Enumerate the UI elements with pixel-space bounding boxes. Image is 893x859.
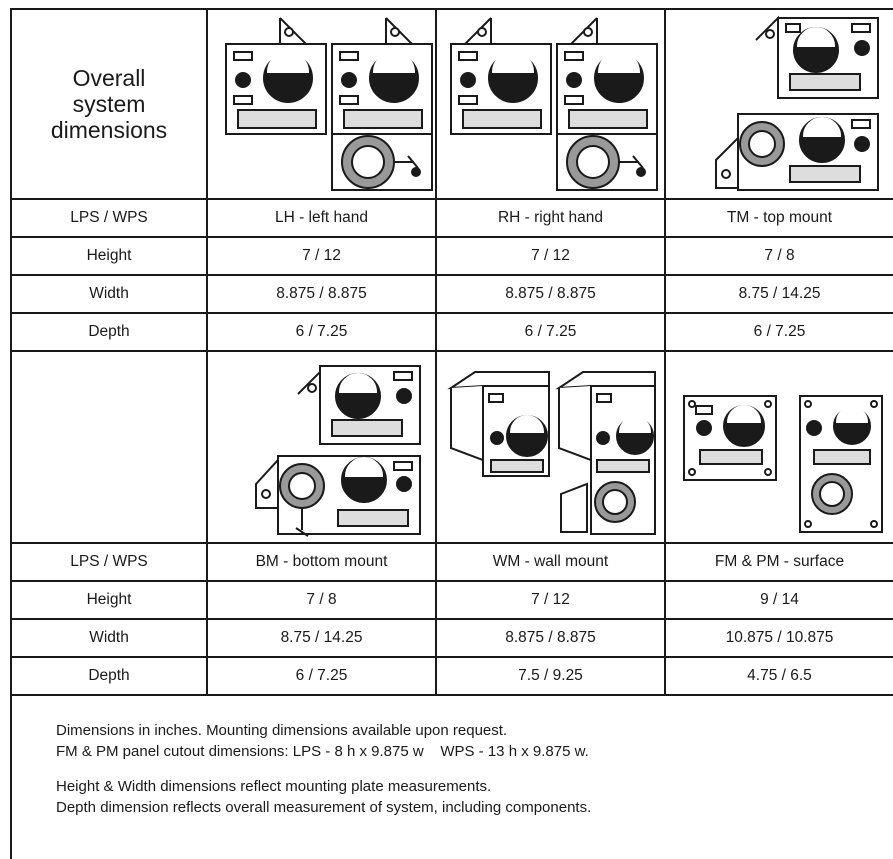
tm-top-mount-illustration xyxy=(715,15,879,191)
table-cell: 8.875 / 8.875 xyxy=(505,629,596,646)
footnotes-dimensions: Dimensions in inches. Mounting dimension… xyxy=(56,720,589,762)
table-cell: 8.75 / 14.25 xyxy=(738,285,821,302)
column-header-wm: WM - wall mount xyxy=(492,553,609,570)
table-cell: 10.875 / 10.875 xyxy=(725,629,834,646)
lh-left-hand-illustration xyxy=(225,17,433,191)
table-cell: 7 / 12 xyxy=(531,591,570,608)
table-cell: 6 / 7.25 xyxy=(753,323,806,340)
footnote-line: Height & Width dimensions reflect mounti… xyxy=(56,778,492,795)
wm-wall-mount-illustration xyxy=(447,371,656,535)
row-label-width: Width xyxy=(89,629,129,646)
table-cell: 7.5 / 9.25 xyxy=(518,667,583,684)
row-divider xyxy=(10,236,893,238)
rh-right-hand-illustration xyxy=(450,17,658,191)
row-label-width: Width xyxy=(89,285,129,302)
group-header-label: LPS / WPS xyxy=(70,553,148,570)
column-header-lh: LH - left hand xyxy=(274,209,369,226)
table-cell: 6 / 7.25 xyxy=(295,667,348,684)
table-cell: 4.75 / 6.5 xyxy=(747,667,812,684)
row-divider xyxy=(10,694,893,696)
table-cell: 8.875 / 8.875 xyxy=(276,285,367,302)
footnote-line: Dimensions in inches. Mounting dimension… xyxy=(56,722,508,739)
group-header-label: LPS / WPS xyxy=(70,209,148,226)
row-label-height: Height xyxy=(86,591,132,608)
row-divider xyxy=(10,312,893,314)
bm-bottom-mount-illustration xyxy=(255,365,421,537)
table-cell: 7 / 8 xyxy=(306,591,337,608)
row-divider xyxy=(10,656,893,658)
row-label-depth: Depth xyxy=(88,323,130,340)
column-header-tm: TM - top mount xyxy=(726,209,833,226)
fm-pm-surface-illustration xyxy=(683,395,883,533)
row-divider xyxy=(10,542,893,544)
row-label-height: Height xyxy=(86,247,132,264)
table-cell: 7 / 12 xyxy=(531,247,570,264)
row-divider xyxy=(10,580,893,582)
table-cell: 6 / 7.25 xyxy=(524,323,577,340)
row-divider xyxy=(10,274,893,276)
footnotes-measurements: Height & Width dimensions reflect mounti… xyxy=(56,776,591,818)
row-label-depth: Depth xyxy=(88,667,130,684)
table-title: Overall system dimensions xyxy=(12,10,206,198)
footnote-line: FM & PM panel cutout dimensions: LPS - 8… xyxy=(56,743,589,760)
footnote-line: Depth dimension reflects overall measure… xyxy=(56,799,592,816)
title-line: system xyxy=(72,91,146,117)
table-cell: 8.875 / 8.875 xyxy=(505,285,596,302)
title-line: Overall xyxy=(72,65,146,91)
dimensions-table: Overall system dimensions xyxy=(10,8,893,859)
table-cell: 8.75 / 14.25 xyxy=(280,629,363,646)
table-border-top xyxy=(10,8,893,10)
table-cell: 9 / 14 xyxy=(760,591,799,608)
column-header-fm-pm: FM & PM - surface xyxy=(714,553,845,570)
column-header-rh: RH - right hand xyxy=(497,209,604,226)
table-border-left xyxy=(10,8,12,859)
row-divider xyxy=(10,618,893,620)
table-cell: 6 / 7.25 xyxy=(295,323,348,340)
row-divider xyxy=(10,350,893,352)
column-header-bm: BM - bottom mount xyxy=(255,553,388,570)
table-cell: 7 / 8 xyxy=(764,247,795,264)
table-cell: 7 / 12 xyxy=(302,247,341,264)
row-divider xyxy=(10,198,893,200)
title-line: dimensions xyxy=(50,117,168,143)
